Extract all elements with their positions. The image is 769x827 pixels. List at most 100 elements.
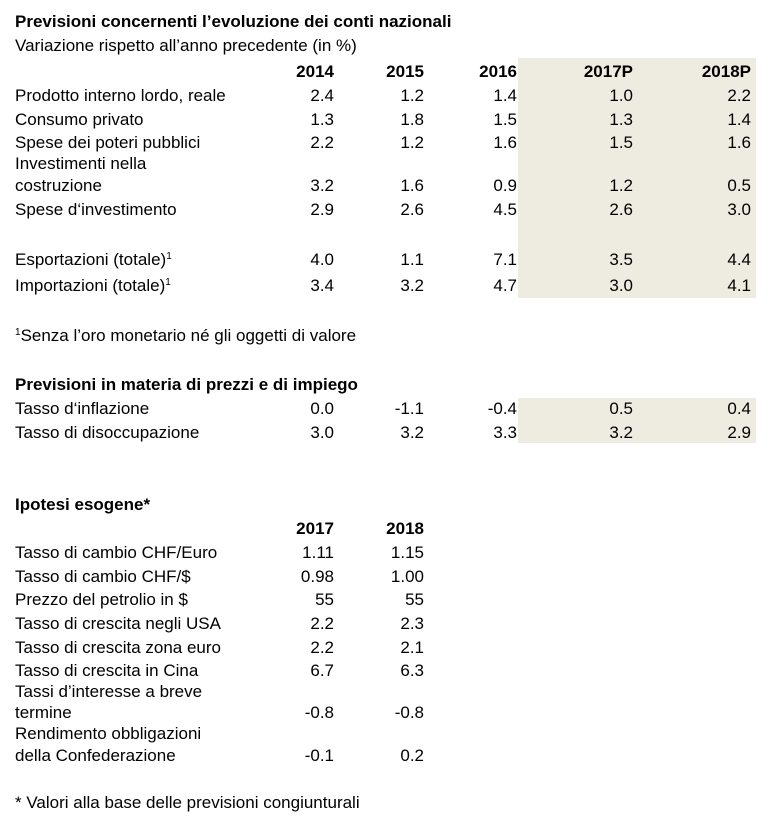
- cell-exports-2015: 1.1: [400, 250, 424, 269]
- cell-gdp-2014: 2.4: [310, 86, 334, 105]
- cell-imports-2018p: 4.1: [727, 276, 751, 295]
- cell-gdp-2016: 1.4: [493, 86, 517, 105]
- cell-bond-yield-2017: -0.1: [304, 746, 334, 765]
- cell-oil-2017: 55: [315, 590, 334, 609]
- cell-exports-2014: 4.0: [310, 250, 334, 269]
- cell-public-2018p: 1.6: [727, 133, 751, 152]
- cell-construction-2018p: 0.5: [727, 176, 751, 195]
- cell-unemployment-2014: 3.0: [310, 423, 334, 442]
- cell-inflation-2014: 0.0: [310, 399, 334, 418]
- cell-imports-2015: 3.2: [400, 276, 424, 295]
- cell-unemployment-2016: 3.3: [493, 423, 517, 442]
- cell-public-2016: 1.6: [493, 133, 517, 152]
- col-header-exo-2017: 2017: [296, 519, 334, 538]
- cell-gdp-2015: 1.2: [400, 86, 424, 105]
- row-label-construction-line2: costruzione: [15, 176, 102, 195]
- row-label-bond-yield-line1: Rendimento obbligazioni: [15, 724, 202, 743]
- cell-chf-usd-2017: 0.98: [300, 567, 334, 586]
- cell-short-rates-2017: -0.8: [304, 703, 334, 722]
- row-label-investment: Spese d‘investimento: [15, 200, 177, 219]
- cell-public-2017p: 1.5: [609, 133, 633, 152]
- cell-short-rates-2018: -0.8: [394, 703, 424, 722]
- cell-inflation-2018p: 0.4: [727, 399, 751, 418]
- cell-china-2018: 6.3: [400, 661, 424, 680]
- cell-usa-2018: 2.3: [400, 614, 424, 633]
- cell-consumption-2014: 1.3: [310, 110, 334, 129]
- cell-bond-yield-2018: 0.2: [400, 746, 424, 765]
- cell-consumption-2017p: 1.3: [609, 110, 633, 129]
- footnote-mark: 1: [15, 327, 21, 338]
- row-label-china-growth: Tasso di crescita in Cina: [15, 661, 199, 680]
- row-label-private-consumption: Consumo privato: [15, 110, 144, 129]
- row-label-short-rates-line2: termine: [15, 703, 72, 722]
- col-header-2016: 2016: [479, 62, 517, 81]
- footnote-text: Senza l’oro monetario né gli oggetti di …: [20, 326, 357, 345]
- cell-unemployment-2018p: 2.9: [727, 423, 751, 442]
- cell-chf-euro-2018: 1.15: [390, 543, 424, 562]
- cell-consumption-2016: 1.5: [493, 110, 517, 129]
- cell-china-2017: 6.7: [310, 661, 334, 680]
- cell-imports-2016: 4.7: [493, 276, 517, 295]
- cell-imports-2017p: 3.0: [609, 276, 633, 295]
- imports-footnote-mark: 1: [165, 277, 171, 288]
- cell-consumption-2018p: 1.4: [727, 110, 751, 129]
- row-label-chf-euro: Tasso di cambio CHF/Euro: [15, 543, 218, 562]
- cell-public-2014: 2.2: [310, 133, 334, 152]
- row-label-euro-growth: Tasso di crescita zona euro: [15, 638, 221, 657]
- col-header-2015: 2015: [386, 62, 424, 81]
- row-label-short-rates-line1: Tassi d’interesse a breve: [15, 682, 203, 701]
- row-label-usa-growth: Tasso di crescita negli USA: [15, 614, 221, 633]
- cell-construction-2014: 3.2: [310, 176, 334, 195]
- cell-euro-2018: 2.1: [400, 638, 424, 657]
- cell-oil-2018: 55: [405, 590, 424, 609]
- section-subtitle-national-accounts: Variazione rispetto all’anno precedente …: [15, 36, 357, 55]
- cell-gdp-2017p: 1.0: [609, 86, 633, 105]
- cell-investment-2018p: 3.0: [727, 200, 751, 219]
- cell-unemployment-2015: 3.2: [400, 423, 424, 442]
- row-label-bond-yield-line2: della Confederazione: [15, 746, 176, 765]
- col-header-2017p: 2017P: [583, 62, 633, 81]
- cell-inflation-2016: -0.4: [487, 399, 517, 418]
- col-header-2018p: 2018P: [701, 62, 751, 81]
- cell-investment-2017p: 2.6: [609, 200, 633, 219]
- row-label-inflation: Tasso d‘inflazione: [15, 399, 150, 418]
- section-title-prices-employment: Previsioni in materia di prezzi e di imp…: [15, 375, 358, 394]
- row-label-imports: Importazioni (totale)1: [15, 276, 171, 296]
- cell-exports-2016: 7.1: [493, 250, 517, 269]
- cell-usa-2017: 2.2: [310, 614, 334, 633]
- forecast-shade-prices: [518, 398, 756, 443]
- forecast-shade-national: [518, 58, 756, 298]
- cell-consumption-2015: 1.8: [400, 110, 424, 129]
- cell-investment-2014: 2.9: [310, 200, 334, 219]
- cell-chf-euro-2017: 1.11: [302, 543, 334, 562]
- cell-public-2015: 1.2: [400, 133, 424, 152]
- imports-label-text: Importazioni (totale): [15, 276, 166, 295]
- cell-inflation-2017p: 0.5: [609, 399, 633, 418]
- footnote-exogenous: * Valori alla base delle previsioni cong…: [15, 793, 360, 812]
- row-label-public-spending: Spese dei poteri pubblici: [15, 133, 201, 152]
- cell-exports-2018p: 4.4: [727, 250, 751, 269]
- exports-label-text: Esportazioni (totale): [15, 250, 167, 269]
- cell-construction-2017p: 1.2: [609, 176, 633, 195]
- row-label-chf-usd: Tasso di cambio CHF/$: [15, 567, 191, 586]
- cell-investment-2015: 2.6: [400, 200, 424, 219]
- col-header-exo-2018: 2018: [386, 519, 424, 538]
- col-header-2014: 2014: [296, 62, 334, 81]
- row-label-unemployment: Tasso di disoccupazione: [15, 423, 200, 442]
- row-label-exports: Esportazioni (totale)1: [15, 250, 172, 270]
- cell-imports-2014: 3.4: [310, 276, 334, 295]
- cell-investment-2016: 4.5: [493, 200, 517, 219]
- section-title-exogenous: Ipotesi esogene*: [15, 495, 151, 514]
- cell-exports-2017p: 3.5: [609, 250, 633, 269]
- cell-chf-usd-2018: 1.00: [390, 567, 424, 586]
- row-label-construction-line1: Investimenti nella: [15, 154, 147, 173]
- cell-construction-2015: 1.6: [400, 176, 424, 195]
- section-title-national-accounts: Previsioni concernenti l’evoluzione dei …: [15, 12, 452, 31]
- cell-unemployment-2017p: 3.2: [609, 423, 633, 442]
- row-label-gdp: Prodotto interno lordo, reale: [15, 86, 226, 105]
- cell-construction-2016: 0.9: [493, 176, 517, 195]
- row-label-oil-price: Prezzo del petrolio in $: [15, 590, 188, 609]
- exports-footnote-mark: 1: [166, 251, 172, 262]
- cell-euro-2017: 2.2: [310, 638, 334, 657]
